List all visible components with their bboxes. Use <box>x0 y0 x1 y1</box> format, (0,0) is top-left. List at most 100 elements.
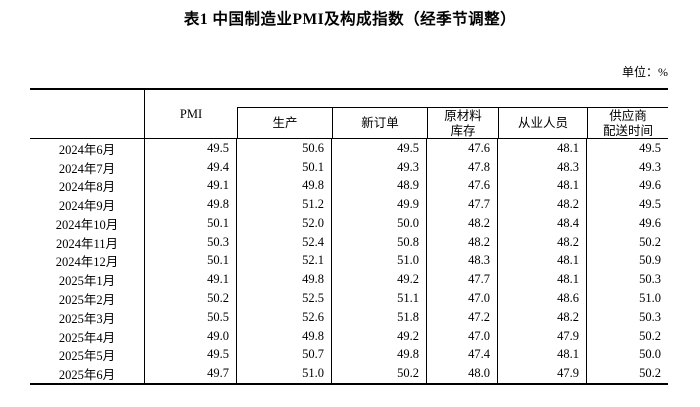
new-orders-cell: 51.8 <box>332 307 427 327</box>
month-cell: 2024年12月 <box>30 251 145 271</box>
production-cell: 52.6 <box>237 307 332 327</box>
header-month <box>30 90 145 139</box>
supplier-delivery-cell: 49.5 <box>639 197 661 212</box>
pmi-cell: 50.5 <box>145 307 237 327</box>
month-cell: 2025年4月 <box>30 326 145 346</box>
month-cell: 2025年3月 <box>30 307 145 327</box>
raw-materials-cell: 47.0 <box>427 289 498 308</box>
table-row: 2025年6月 49.7 51.0 50.2 48.0 47.9 50.2 <box>30 364 668 383</box>
table-row: 2024年10月 50.1 52.0 50.0 48.2 48.4 49.6 <box>30 214 668 233</box>
employment-cell: 47.9 <box>498 326 587 346</box>
raw-materials-cell: 47.2 <box>427 307 498 327</box>
employment-cell: 48.6 <box>498 289 587 308</box>
pmi-table: PMI 生产 新订单 原材料 库存 从业人员 供应商 配送时间 2024年6月 … <box>30 88 668 385</box>
new-orders-cell: 50.0 <box>332 214 427 233</box>
header-pmi: PMI <box>179 107 203 121</box>
employment-cell: 47.9 <box>498 364 587 383</box>
production-cell: 52.5 <box>237 289 332 308</box>
raw-materials-cell: 48.3 <box>427 251 498 271</box>
new-orders-cell: 49.8 <box>332 345 427 365</box>
raw-materials-cell: 47.6 <box>427 176 498 196</box>
new-orders-cell: 51.1 <box>332 289 427 308</box>
header-new-orders: 新订单 <box>332 107 427 139</box>
production-cell: 51.2 <box>237 195 332 215</box>
new-orders-cell: 51.0 <box>332 251 427 271</box>
production-cell: 50.1 <box>237 157 332 177</box>
table-row: 2025年2月 50.2 52.5 51.1 47.0 48.6 51.0 <box>30 289 668 308</box>
pmi-cell: 49.1 <box>145 176 237 196</box>
month-cell: 2024年10月 <box>30 214 145 233</box>
supplier-delivery-cell: 50.2 <box>639 328 661 343</box>
pmi-cell: 50.1 <box>145 214 237 233</box>
production-cell: 52.1 <box>237 251 332 271</box>
header-raw-materials: 原材料 库存 <box>427 107 498 139</box>
employment-cell: 48.3 <box>498 157 587 177</box>
table-row: 2025年1月 49.1 49.8 49.2 47.7 48.1 50.3 <box>30 270 668 290</box>
table-row: 2024年8月 49.1 49.8 48.9 47.6 48.1 49.6 <box>30 176 668 196</box>
pmi-cell: 49.5 <box>145 345 237 365</box>
raw-materials-cell: 47.7 <box>427 195 498 215</box>
supplier-delivery-cell: 50.0 <box>639 347 661 362</box>
production-cell: 49.8 <box>237 176 332 196</box>
month-cell: 2024年11月 <box>30 232 145 252</box>
supplier-delivery-cell: 49.6 <box>639 178 661 193</box>
production-cell: 52.4 <box>237 232 332 252</box>
unit-label: 单位：% <box>622 65 668 79</box>
pmi-cell: 49.0 <box>145 326 237 346</box>
supplier-delivery-cell: 50.2 <box>639 366 661 381</box>
production-cell: 51.0 <box>237 364 332 383</box>
month-cell: 2024年9月 <box>30 195 145 215</box>
table-row: 2024年6月 49.5 50.6 49.5 47.6 48.1 49.5 <box>30 139 668 158</box>
month-cell: 2025年6月 <box>30 364 145 383</box>
month-cell: 2025年5月 <box>30 345 145 365</box>
employment-cell: 48.4 <box>498 214 587 233</box>
supplier-delivery-cell: 50.2 <box>639 234 661 249</box>
employment-cell: 48.1 <box>498 345 587 365</box>
supplier-delivery-cell: 50.9 <box>639 253 661 268</box>
production-cell: 49.8 <box>237 270 332 290</box>
table-title: 表1 中国制造业PMI及构成指数（经季节调整） <box>183 11 517 28</box>
production-cell: 52.0 <box>237 214 332 233</box>
pmi-cell: 49.5 <box>145 139 237 158</box>
raw-materials-cell: 48.2 <box>427 232 498 252</box>
employment-cell: 48.1 <box>498 139 587 158</box>
table-row: 2024年9月 49.8 51.2 49.9 47.7 48.2 49.5 <box>30 195 668 215</box>
employment-cell: 48.2 <box>498 307 587 327</box>
table-row: 2025年3月 50.5 52.6 51.8 47.2 48.2 50.3 <box>30 307 668 327</box>
new-orders-cell: 49.5 <box>332 139 427 158</box>
supplier-delivery-cell: 51.0 <box>639 291 661 305</box>
raw-materials-cell: 47.6 <box>427 139 498 158</box>
pmi-cell: 49.7 <box>145 364 237 383</box>
supplier-delivery-cell: 49.5 <box>639 140 661 155</box>
month-cell: 2025年1月 <box>30 270 145 290</box>
employment-cell: 48.1 <box>498 176 587 196</box>
table-row: 2025年5月 49.5 50.7 49.8 47.4 48.1 50.0 <box>30 345 668 365</box>
new-orders-cell: 49.9 <box>332 195 427 215</box>
production-cell: 50.7 <box>237 345 332 365</box>
pmi-cell: 49.8 <box>145 195 237 215</box>
employment-cell: 48.2 <box>498 195 587 215</box>
new-orders-cell: 48.9 <box>332 176 427 196</box>
header-employment: 从业人员 <box>498 107 587 139</box>
raw-materials-cell: 47.8 <box>427 157 498 177</box>
table-row: 2024年11月 50.3 52.4 50.8 48.2 48.2 50.2 <box>30 232 668 252</box>
pmi-cell: 50.1 <box>145 251 237 271</box>
table-header-row: PMI 生产 新订单 原材料 库存 从业人员 供应商 配送时间 <box>30 90 668 139</box>
pmi-cell: 50.3 <box>145 232 237 252</box>
supplier-delivery-cell: 49.6 <box>639 215 661 230</box>
supplier-delivery-cell: 49.3 <box>639 159 661 174</box>
new-orders-cell: 50.8 <box>332 232 427 252</box>
raw-materials-cell: 47.7 <box>427 270 498 290</box>
new-orders-cell: 49.2 <box>332 270 427 290</box>
employment-cell: 48.1 <box>498 270 587 290</box>
table-row: 2024年7月 49.4 50.1 49.3 47.8 48.3 49.3 <box>30 157 668 177</box>
employment-cell: 48.1 <box>498 251 587 271</box>
month-cell: 2024年7月 <box>30 157 145 177</box>
header-production: 生产 <box>237 107 332 139</box>
employment-cell: 48.2 <box>498 232 587 252</box>
raw-materials-cell: 48.2 <box>427 214 498 233</box>
raw-materials-cell: 47.0 <box>427 326 498 346</box>
raw-materials-cell: 48.0 <box>427 364 498 383</box>
month-cell: 2024年8月 <box>30 176 145 196</box>
